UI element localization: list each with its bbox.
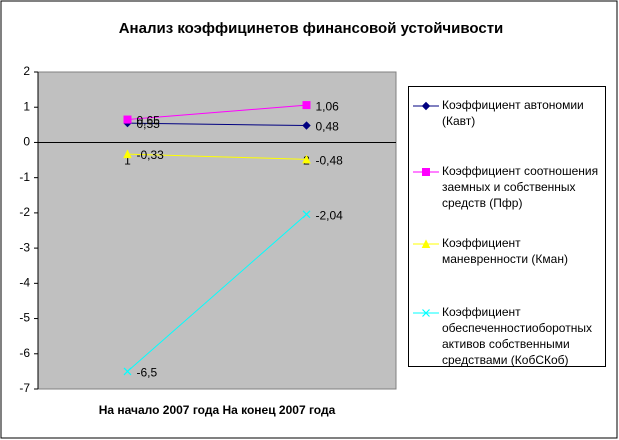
y-tick-label: -7	[19, 381, 30, 395]
legend-label: Коэффициент соотношения заемных и собств…	[442, 164, 599, 210]
data-point	[302, 154, 311, 164]
y-tick-label: -6	[19, 346, 30, 360]
legend: Коэффициент автономии (Кавт) Коэффициент …	[408, 86, 606, 367]
y-tick-label: -1	[19, 170, 30, 184]
data-point	[302, 121, 311, 130]
legend-swatch	[413, 168, 439, 176]
value-label: -6,5	[137, 366, 158, 380]
series-line	[127, 213, 307, 372]
legend-marker	[422, 168, 430, 176]
data-point	[123, 115, 132, 124]
y-tick-label: -5	[19, 311, 30, 325]
legend-swatch	[413, 101, 439, 111]
value-label: -0,48	[316, 154, 344, 168]
legend-marker	[421, 101, 431, 111]
legend-label: Коэффициент автономии (Кавт)	[442, 98, 584, 128]
series-line	[127, 122, 307, 127]
y-tick-label: -2	[19, 205, 30, 219]
value-label: 0,48	[316, 120, 340, 134]
data-point	[302, 101, 311, 110]
y-tick-label: 2	[23, 64, 30, 78]
x-tick-label: 1	[124, 154, 131, 168]
legend-label: Коэффициент маневренности (Кман)	[442, 236, 568, 266]
legend-marker	[421, 239, 431, 248]
x-axis-title: На начало 2007 года На конец 2007 года	[99, 403, 336, 417]
legend-item: Коэффициент обеспеченностиоборотных акти…	[413, 304, 603, 368]
y-tick-label: 1	[23, 99, 30, 113]
legend-item: Коэффициент соотношения заемных и собств…	[413, 163, 603, 211]
data-point	[123, 149, 132, 159]
data-point	[302, 210, 311, 219]
series-line	[127, 153, 307, 160]
value-label: 0,65	[137, 114, 161, 128]
series-line	[127, 104, 307, 121]
legend-marker	[422, 309, 430, 317]
legend-label: Коэффициент обеспеченностиоборотных акти…	[442, 305, 592, 367]
y-tick-label: 0	[23, 135, 30, 149]
y-tick-label: -3	[19, 240, 30, 254]
plot-area	[37, 71, 397, 390]
value-label: 0,55	[137, 117, 161, 131]
legend-item: Коэффициент маневренности (Кман)	[413, 235, 603, 267]
value-label: -0,33	[137, 148, 165, 162]
legend-swatch	[413, 239, 439, 248]
legend-swatch	[413, 309, 439, 317]
value-label: -2,04	[316, 208, 344, 222]
value-label: 1,06	[316, 99, 340, 113]
y-tick-label: -4	[19, 276, 30, 290]
chart-title: Анализ коэффицинетов финансовой устойчив…	[119, 20, 504, 37]
data-point	[123, 367, 132, 376]
legend-item: Коэффициент автономии (Кавт)	[413, 97, 603, 129]
